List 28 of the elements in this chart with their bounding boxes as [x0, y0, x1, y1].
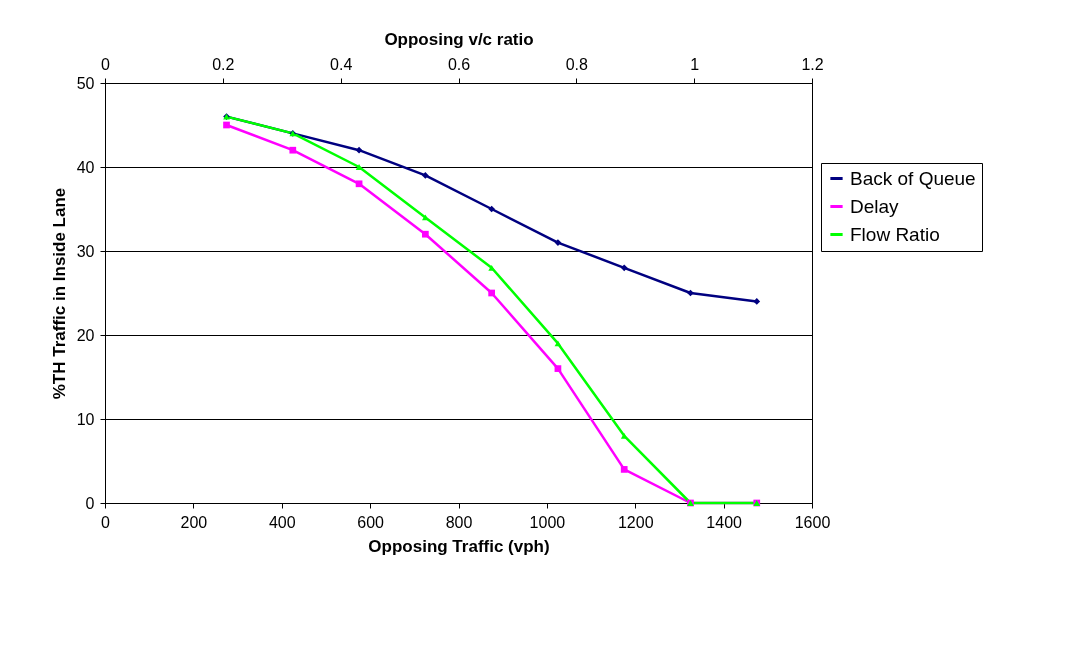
y-axis-title: %TH Traffic in Inside Lane [49, 187, 69, 400]
x2-tick-label: 0 [101, 55, 111, 73]
x-axis-title: Opposing Traffic (vph) [368, 536, 550, 556]
legend-label: Delay [850, 195, 900, 217]
y-tick-label: 20 [76, 326, 95, 344]
x2-tick-label: 1.2 [801, 55, 824, 73]
legend-label: Back of Queue [850, 167, 976, 189]
y-tick-label: 30 [76, 242, 95, 260]
x2-tick-label: 0.4 [330, 55, 353, 73]
x2-axis-title: Opposing v/c ratio [384, 29, 534, 49]
x-tick-label: 800 [445, 513, 473, 531]
x2-tick-label: 0.8 [565, 55, 589, 73]
x2-tick-label: 0.6 [447, 55, 471, 73]
x-tick-label: 200 [180, 513, 208, 531]
y-tick-label: 50 [76, 74, 95, 92]
x-tick-label: 1400 [706, 513, 743, 531]
x-tick-label: 1200 [617, 513, 654, 531]
y-tick-label: 10 [76, 410, 95, 428]
x-tick-label: 600 [357, 513, 385, 531]
x-tick-label: 400 [268, 513, 296, 531]
x-tick-label: 1000 [529, 513, 566, 531]
y-tick-label: 40 [76, 158, 95, 176]
legend-label: Flow Ratio [850, 223, 940, 245]
x2-tick-label: 1 [690, 55, 700, 73]
x-tick-label: 0 [101, 513, 111, 531]
x-tick-label: 1600 [794, 513, 831, 531]
x2-tick-label: 0.2 [212, 55, 235, 73]
y-tick-label: 0 [85, 494, 95, 512]
